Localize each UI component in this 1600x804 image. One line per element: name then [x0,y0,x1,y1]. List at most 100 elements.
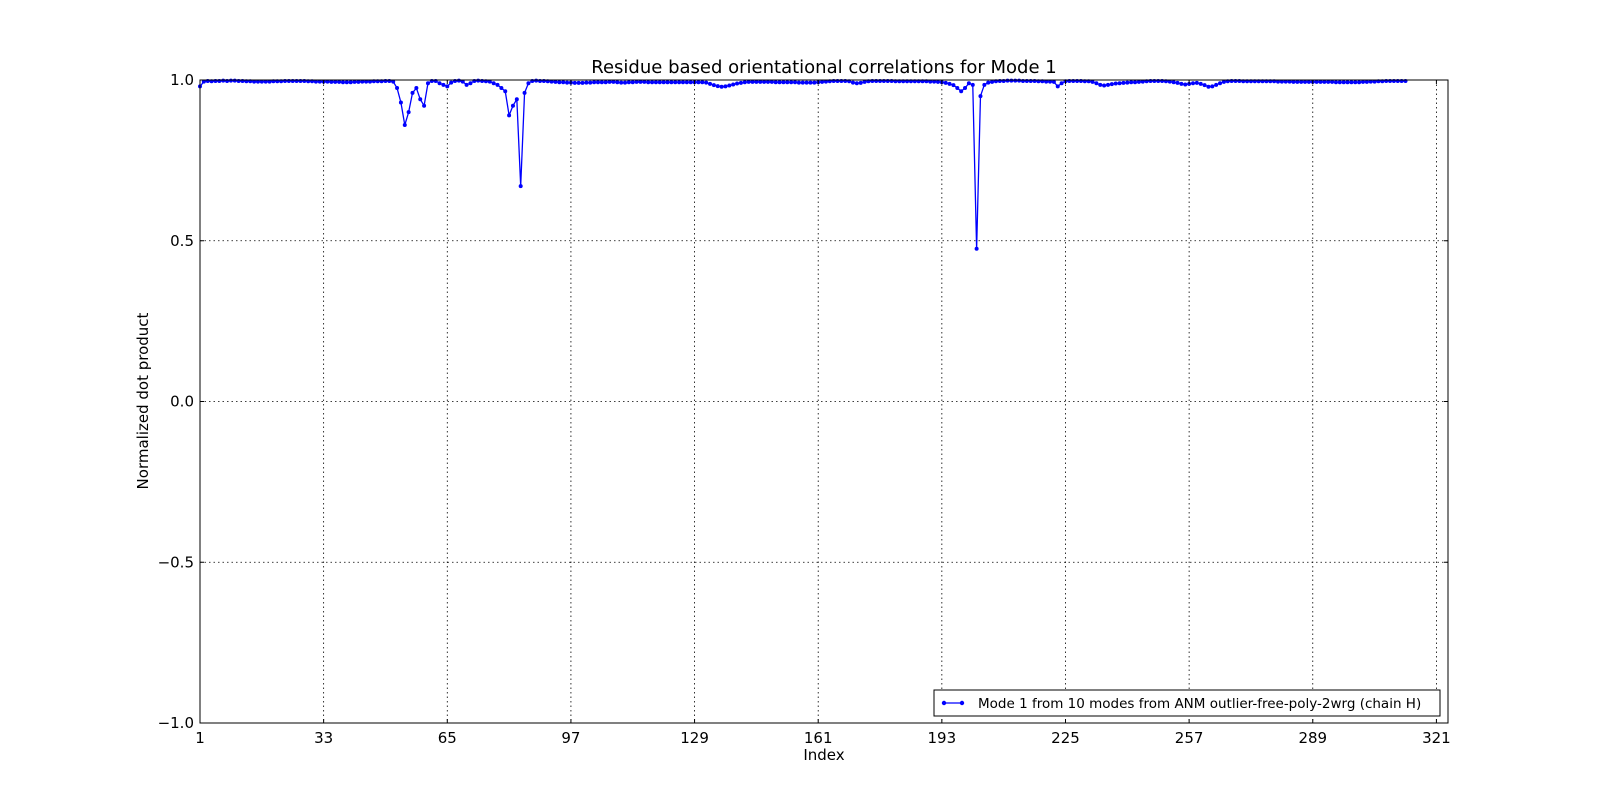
data-point [696,80,701,85]
data-point [854,81,859,86]
data-point [723,84,728,89]
data-point [677,80,682,85]
data-point [503,89,508,94]
data-point [1090,79,1095,84]
x-tick-label: 129 [680,729,709,747]
data-point [1055,84,1060,89]
series-layer [198,78,1408,251]
y-tick-label: 0.5 [170,232,194,250]
data-point [762,79,767,84]
data-point [650,80,655,85]
data-point [1291,79,1296,84]
data-point [1048,79,1053,84]
data-point [634,79,639,84]
data-point [1214,82,1219,87]
data-point [758,79,763,84]
data-point [704,80,709,85]
data-point [491,81,496,86]
data-point [1218,81,1223,86]
data-point [943,80,948,85]
data-point [344,80,349,85]
data-point [464,82,469,87]
data-point [765,79,770,84]
data-point [557,80,562,85]
data-point [595,80,600,85]
data-point [1094,81,1099,86]
legend: Mode 1 from 10 modes from ANM outlier-fr… [933,689,1441,717]
plot-background [200,80,1448,723]
data-point [588,80,593,85]
data-point [406,110,411,115]
data-point [325,79,330,84]
data-point [951,83,956,88]
data-point [1210,84,1215,89]
data-point [630,80,635,85]
data-point [1361,79,1365,84]
data-point [974,246,979,251]
data-point [1275,79,1280,84]
data-point [850,80,855,85]
data-point [534,78,539,83]
legend-marker-start [941,700,947,706]
data-point [661,80,666,85]
x-tick-label: 193 [928,729,957,747]
data-point [495,82,500,87]
data-point [793,80,798,85]
data-point [653,80,658,85]
x-tick-label: 33 [314,729,333,747]
data-point [340,80,345,85]
data-point [518,184,523,189]
data-point [623,80,628,85]
data-point [352,79,357,84]
data-point [418,97,423,102]
data-point [360,79,365,84]
data-point [742,80,747,85]
data-point [684,80,689,85]
data-point [777,80,782,85]
data-point [1283,79,1288,84]
data-point [785,80,790,85]
data-point [928,79,933,84]
data-point [1009,78,1014,83]
data-point [221,78,226,83]
data-point [337,79,342,84]
data-point [553,79,558,84]
data-point [1105,82,1110,87]
data-point [1353,80,1358,85]
chart-title: Residue based orientational correlations… [591,57,1056,78]
data-point [820,79,825,84]
data-point [638,79,643,84]
data-point [267,79,272,84]
data-point [317,79,322,84]
data-point [1318,79,1323,84]
data-point [986,80,991,85]
data-point [1051,79,1056,84]
data-point [422,103,427,108]
data-point [398,100,403,105]
data-point [576,80,581,85]
x-tick-label: 1 [195,729,205,747]
data-point [1322,79,1327,84]
data-point [228,78,233,83]
data-point [580,80,585,85]
data-point [1121,80,1126,85]
data-point [449,80,454,85]
y-tick-label: −1.0 [158,714,194,732]
data-point [773,80,778,85]
data-point [263,79,268,84]
data-point [1341,80,1346,85]
y-tick-label: 1.0 [170,71,194,89]
data-point [445,84,450,89]
data-point [1013,78,1018,83]
data-point [858,80,863,85]
data-point [862,79,867,84]
data-point [727,83,732,88]
data-point [456,78,461,83]
data-point [526,81,531,86]
data-point [657,80,662,85]
data-point [232,78,237,83]
data-point [603,80,608,85]
legend-box [933,689,1441,717]
x-tick-label: 97 [561,729,580,747]
y-tick-label: 0.0 [170,393,194,411]
